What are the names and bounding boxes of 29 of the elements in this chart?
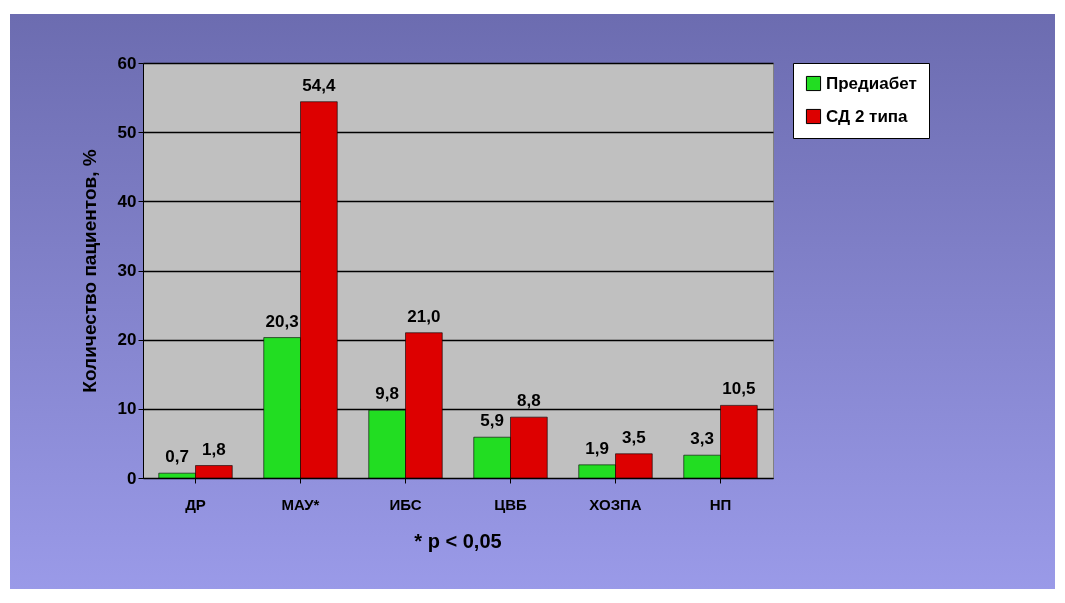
y-tick-label: 30 <box>117 261 137 280</box>
y-tick-label: 0 <box>127 468 137 488</box>
data-label: 5,9 <box>480 411 504 431</box>
data-label: 10,5 <box>722 379 756 399</box>
data-label: 9,8 <box>375 384 399 404</box>
data-label: 21,0 <box>407 306 441 326</box>
x-tick-label: МАУ* <box>281 495 320 513</box>
data-label: 1,9 <box>585 438 609 458</box>
y-tick-label: 20 <box>117 330 137 350</box>
y-tick-label: 50 <box>117 122 137 142</box>
x-tick-label: ХОЗПА <box>589 495 642 513</box>
y-axis-title: Количество пациентов, % <box>78 149 100 393</box>
legend-label: СД 2 типа <box>826 106 909 126</box>
x-tick-label: НП <box>709 495 732 513</box>
data-label: 1,8 <box>202 439 226 459</box>
x-tick-label: ДР <box>185 495 206 513</box>
data-label: 54,4 <box>302 75 336 95</box>
y-tick-label: 60 <box>117 53 137 73</box>
y-tick-label: 40 <box>117 191 137 211</box>
data-label: 8,8 <box>517 391 541 411</box>
y-tick-label: 10 <box>117 399 137 419</box>
x-tick-label: ЦВБ <box>494 495 527 513</box>
data-label: 0,7 <box>165 447 189 467</box>
x-tick-label: ИБС <box>389 495 422 513</box>
data-label: 3,5 <box>622 427 646 447</box>
data-label: 3,3 <box>690 429 714 449</box>
legend-label: Предиабет <box>826 73 917 93</box>
data-label: 20,3 <box>265 311 299 331</box>
text: * p < 0,05 <box>414 530 502 552</box>
